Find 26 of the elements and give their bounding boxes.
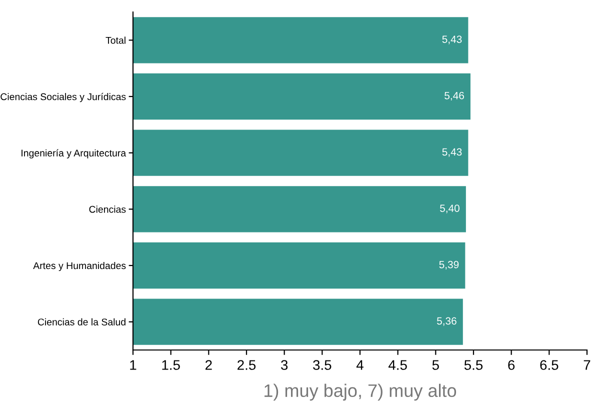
data-label: 5,43: [442, 36, 462, 44]
x-tick-label: 1: [130, 360, 136, 370]
x-tick-label: 3: [281, 360, 288, 370]
y-tick-label: Ciencias de la Salud: [38, 318, 126, 326]
data-label: 5,46: [444, 92, 464, 101]
x-axis-title: 1) muy bajo, 7) muy alto: [264, 384, 456, 401]
x-tick-label: 6.5: [540, 360, 558, 370]
x-tick-label: 3.5: [313, 360, 332, 370]
x-tick-label: 6: [508, 360, 515, 370]
x-tick-label: 7: [584, 360, 590, 370]
data-label: 5,40: [440, 204, 460, 214]
data-label: 5,43: [442, 148, 462, 157]
y-tick-label: Artes y Humanidades: [33, 262, 126, 272]
x-tick-label: 5.5: [464, 360, 483, 370]
x-tick-label: 1.5: [162, 360, 180, 370]
x-tick-label: 2.5: [238, 360, 256, 370]
x-tick-label: 4.5: [388, 360, 407, 370]
y-tick-label: Ciencias: [89, 206, 126, 213]
y-tick-label: Ciencias Sociales y Jurídicas: [0, 92, 126, 102]
x-tick-label: 5: [432, 360, 439, 370]
x-tick-label: 4: [356, 360, 364, 370]
data-label: 5,36: [437, 317, 456, 326]
y-tick-label: Ingeniería y Arquitectura: [22, 149, 126, 158]
data-label: 5,39: [439, 260, 459, 270]
y-tick-label: Total: [106, 36, 126, 44]
x-tick-label: 2: [206, 360, 212, 370]
